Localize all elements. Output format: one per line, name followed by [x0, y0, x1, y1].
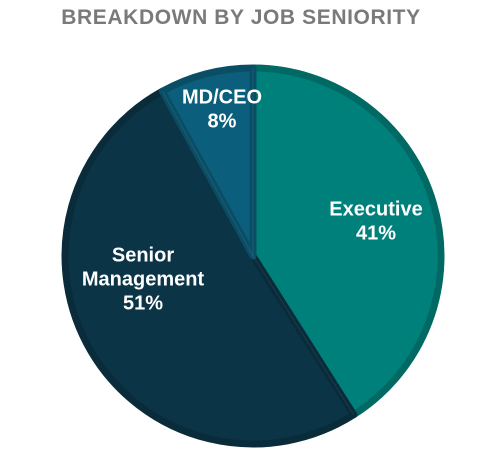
slice-category-label: Senior: [112, 244, 174, 266]
slice-separator: [161, 91, 254, 257]
slice-separator: [252, 255, 355, 415]
slice-category-label: Executive: [329, 198, 422, 220]
pie-slice: [158, 64, 257, 260]
chart-title: BREAKDOWN BY JOB SENIORITY: [61, 6, 421, 29]
slice-category-label: Management: [82, 268, 205, 290]
slice-value-label: 51%: [123, 292, 163, 314]
slice-value-label: 8%: [208, 110, 237, 132]
pie-slice: [61, 87, 358, 448]
slice-category-label: MD/CEO: [182, 86, 262, 108]
slice-value-label: 41%: [356, 222, 396, 244]
